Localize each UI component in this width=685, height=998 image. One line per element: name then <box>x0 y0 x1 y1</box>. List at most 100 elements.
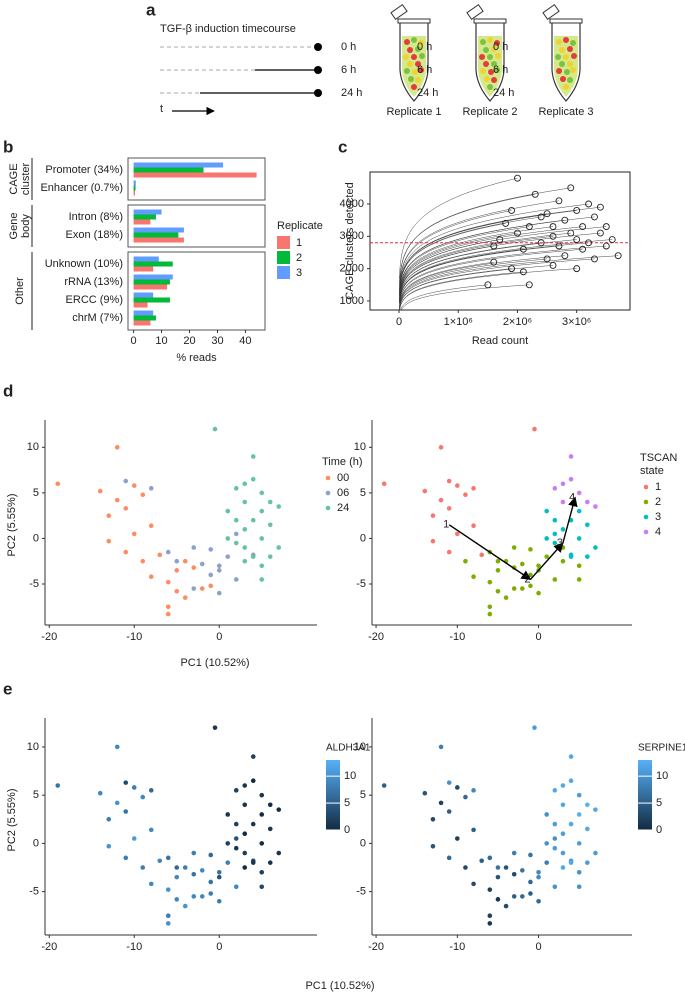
y-tick-label: -5 <box>356 886 366 898</box>
cell-dot <box>495 53 501 59</box>
point <box>250 821 256 827</box>
point <box>276 850 282 856</box>
bar <box>133 279 170 285</box>
point <box>182 558 188 564</box>
point <box>430 513 436 518</box>
point <box>174 897 180 902</box>
point <box>242 499 248 505</box>
cell-dot <box>491 61 497 67</box>
point <box>55 481 61 487</box>
point <box>123 506 129 511</box>
time-label: 0 h <box>417 41 432 53</box>
point <box>422 790 428 796</box>
category-label: Promoter (34%) <box>45 164 123 176</box>
x-tick-label: -10 <box>126 631 142 643</box>
colorbar <box>326 760 340 830</box>
colorbar-tick-label: 10 <box>344 770 356 782</box>
x-tick-label: 30 <box>211 335 223 347</box>
cell-dot <box>411 54 417 60</box>
rarefaction-curve <box>399 177 518 279</box>
y-tick-label: 1000 <box>340 295 364 307</box>
x-axis-title: % reads <box>176 352 217 364</box>
point <box>114 744 120 750</box>
point <box>259 884 265 890</box>
point <box>591 213 598 221</box>
time-axis-label: t <box>160 103 163 115</box>
x-axis-title: Read count <box>472 335 528 347</box>
y-tick-label: 10 <box>27 441 39 453</box>
point <box>276 545 282 550</box>
point <box>585 200 592 208</box>
legend-label: 1 <box>296 237 302 249</box>
rarefaction-curve <box>399 255 619 307</box>
point <box>267 499 273 505</box>
point <box>576 870 582 875</box>
point <box>585 554 590 559</box>
point <box>544 812 549 817</box>
y-tick-label: 5 <box>33 789 39 801</box>
plot-frame <box>369 171 631 311</box>
point <box>490 258 498 266</box>
point <box>259 536 265 541</box>
point <box>182 903 188 909</box>
y-axis-title: PC2 (5.55%) <box>6 494 18 557</box>
point <box>455 785 460 790</box>
point <box>242 831 248 837</box>
point <box>528 583 533 589</box>
bar <box>133 162 224 168</box>
point <box>593 850 598 856</box>
cell-dot <box>407 47 413 53</box>
bar <box>133 320 151 326</box>
point <box>259 792 265 798</box>
point <box>191 545 197 550</box>
point <box>543 210 551 218</box>
point <box>446 780 452 785</box>
rarefaction-curve <box>400 284 488 310</box>
point <box>422 488 428 494</box>
cell-dot <box>411 37 417 43</box>
point <box>576 792 582 798</box>
point <box>438 744 444 750</box>
point <box>549 261 557 269</box>
point <box>191 565 197 570</box>
point <box>560 481 566 487</box>
point <box>602 223 610 231</box>
colorbar-title: SERPINE1 <box>638 743 685 754</box>
facet-label: cluster <box>20 162 32 195</box>
point <box>520 561 525 567</box>
y-tick-label: 4000 <box>340 198 364 210</box>
legend-swatch <box>277 251 290 264</box>
y-tick-label: -5 <box>29 578 39 590</box>
cell-dot <box>564 69 570 75</box>
legend-marker <box>643 514 649 520</box>
point <box>579 223 587 231</box>
point <box>438 445 444 450</box>
cell-dot <box>404 39 410 45</box>
rarefaction-curve <box>399 219 565 294</box>
time-label: 24 h <box>493 87 514 99</box>
point <box>259 870 265 875</box>
point <box>250 517 256 523</box>
point <box>528 852 533 858</box>
point <box>576 577 582 582</box>
point <box>552 884 558 890</box>
category-label: Exon (18%) <box>66 229 123 241</box>
time-dot <box>314 43 322 51</box>
y-tick-label: 0 <box>33 532 39 544</box>
point <box>233 577 239 582</box>
colorbar-tick-label: 5 <box>344 797 350 809</box>
point <box>585 860 590 865</box>
point <box>528 547 533 552</box>
tube-cap <box>542 4 560 20</box>
point <box>250 778 256 783</box>
facet-label: CAGE <box>8 163 20 194</box>
cell-dot <box>418 67 424 73</box>
point <box>381 783 387 788</box>
facet-label: body <box>20 214 32 238</box>
point <box>174 588 180 594</box>
point <box>519 245 527 253</box>
point <box>495 558 501 564</box>
point <box>560 865 566 870</box>
x-tick-label: -10 <box>126 941 142 953</box>
